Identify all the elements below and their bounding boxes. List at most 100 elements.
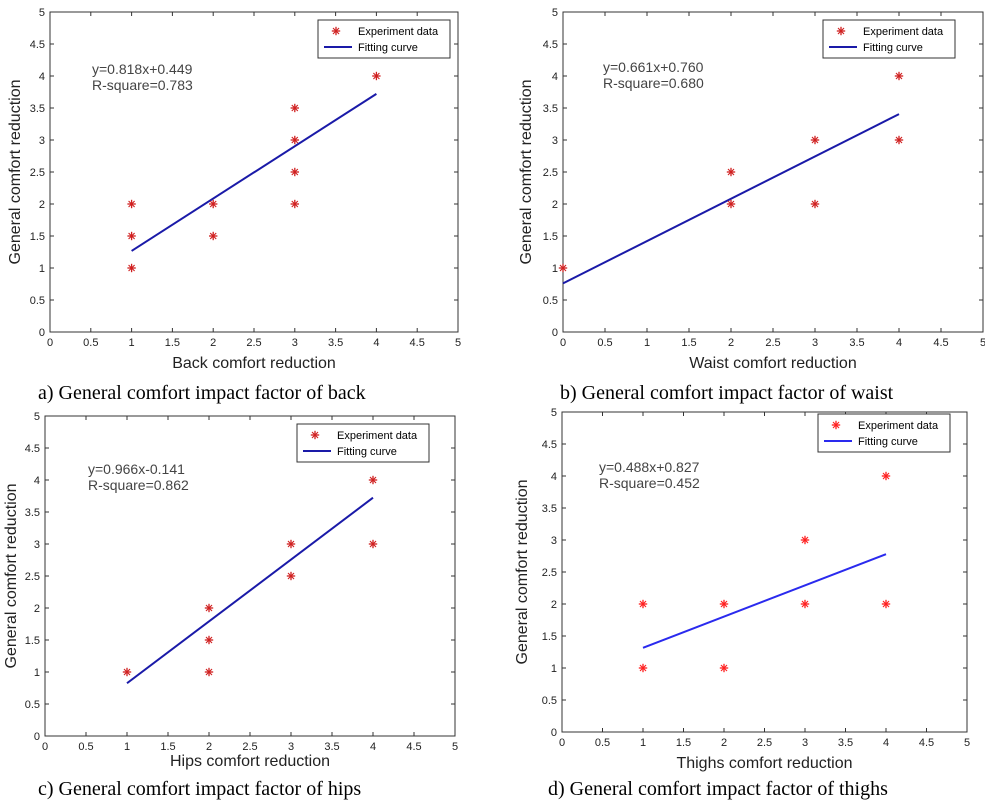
x-axis-label: Back comfort reduction bbox=[172, 355, 336, 372]
data-point bbox=[558, 263, 568, 273]
plot-area bbox=[561, 411, 968, 733]
legend-label-fit: Fitting curve bbox=[358, 42, 418, 54]
x-tick-label: 2 bbox=[206, 741, 212, 753]
data-point bbox=[286, 539, 296, 549]
x-tick-label: 0 bbox=[47, 337, 53, 349]
x-axis-label: Waist comfort reduction bbox=[689, 355, 856, 372]
x-tick-label: 1.5 bbox=[165, 337, 180, 349]
x-tick-label: 0.5 bbox=[83, 337, 98, 349]
data-point bbox=[881, 471, 891, 481]
y-tick-label: 3.5 bbox=[25, 507, 40, 519]
caption-back: a) General comfort impact factor of back bbox=[38, 382, 366, 404]
x-tick-label: 4.5 bbox=[919, 737, 934, 749]
fit-equation: y=0.488x+0.827 bbox=[599, 459, 700, 475]
y-tick-label: 3.5 bbox=[543, 103, 558, 115]
legend-box bbox=[317, 19, 451, 59]
data-point bbox=[719, 599, 729, 609]
chart-svg-hips: 00 0.5 0.5 1 1 1.5 1.5 2 2 2.5 2.5 3 3 3.5 3.5 4 4 4.5 4.5… bbox=[3, 411, 458, 770]
data-point bbox=[204, 667, 214, 677]
y-tick-label: 1.5 bbox=[542, 631, 557, 643]
x-tick-label: 4.5 bbox=[410, 337, 425, 349]
y-tick-label: 2.5 bbox=[30, 167, 45, 179]
data-point bbox=[894, 71, 904, 81]
data-point bbox=[638, 663, 648, 673]
data-point bbox=[127, 199, 136, 209]
x-tick-label: 4.5 bbox=[406, 741, 421, 753]
y-tick-label: 1 bbox=[34, 667, 40, 679]
x-tick-label: 2 bbox=[728, 337, 734, 349]
y-tick-label: 0 bbox=[551, 727, 557, 739]
x-tick-label: 3.5 bbox=[324, 741, 339, 753]
chart-panel-hips: 0 0 0.5 0.5 1 1 1.5 1.5 2 2 2.5 2.5 3 3 3.5 3.5 4 4 4.5 4.5… bbox=[0, 402, 480, 777]
x-tick-label: 5 bbox=[452, 741, 458, 753]
y-tick-label: 4.5 bbox=[25, 443, 40, 455]
x-tick-label: 4 bbox=[896, 337, 902, 349]
y-tick-label: 3 bbox=[39, 135, 45, 147]
x-tick-label: 0.5 bbox=[597, 337, 612, 349]
x-tick-label: 3 bbox=[288, 741, 294, 753]
x-tick-label: 0 bbox=[560, 337, 566, 349]
data-point bbox=[726, 167, 736, 177]
legend-marker bbox=[331, 26, 341, 36]
x-tick-label: 5 bbox=[455, 337, 461, 349]
y-tick-label: 3 bbox=[551, 535, 557, 547]
x-tick-label: 1.5 bbox=[681, 337, 696, 349]
data-point bbox=[368, 475, 378, 485]
y-tick-label: 3.5 bbox=[542, 503, 557, 515]
x-tick-label: 1 bbox=[129, 337, 135, 349]
x-axis-label: Hips comfort reduction bbox=[170, 753, 330, 770]
chart-panel-waist: 0 0 0.5 0.5 1 1 1.5 1.5 2 2 2.5 2.5 3 3 3.5 3.5 4 4 4.5 4.5… bbox=[505, 0, 985, 380]
data-point bbox=[726, 199, 736, 209]
data-point bbox=[638, 599, 648, 609]
fit-equation: y=0.818x+0.449 bbox=[92, 61, 193, 77]
legend-marker bbox=[836, 26, 846, 36]
data-point bbox=[368, 539, 378, 549]
y-tick-label: 4.5 bbox=[30, 39, 45, 51]
legend-label-fit: Fitting curve bbox=[863, 42, 923, 54]
legend-label-data: Experiment data bbox=[858, 420, 939, 432]
x-tick-label: 3 bbox=[292, 337, 298, 349]
data-point bbox=[127, 231, 136, 241]
y-axis-label: General comfort reduction bbox=[514, 480, 531, 665]
x-tick-label: 1 bbox=[644, 337, 650, 349]
y-tick-label: 5 bbox=[551, 407, 557, 419]
caption-waist: b) General comfort impact factor of wais… bbox=[560, 382, 894, 404]
y-tick-label: 2 bbox=[39, 199, 45, 211]
data-point bbox=[127, 263, 136, 273]
y-tick-label: 1 bbox=[551, 663, 557, 675]
caption-thighs: d) General comfort impact factor of thig… bbox=[548, 778, 888, 800]
y-tick-label: 4 bbox=[551, 471, 557, 483]
y-tick-label: 1.5 bbox=[25, 635, 40, 647]
x-tick-label: 0 bbox=[559, 737, 565, 749]
plot-area bbox=[562, 11, 984, 333]
legend-label-data: Experiment data bbox=[863, 26, 944, 38]
x-tick-label: 3 bbox=[812, 337, 818, 349]
y-tick-label: 1.5 bbox=[543, 231, 558, 243]
caption-hips: c) General comfort impact factor of hips bbox=[38, 778, 362, 800]
legend-label-fit: Fitting curve bbox=[858, 436, 918, 448]
x-tick-label: 4 bbox=[883, 737, 889, 749]
data-point bbox=[810, 135, 820, 145]
fit-equation: y=0.661x+0.760 bbox=[603, 59, 704, 75]
plot-area bbox=[44, 415, 456, 737]
fitting-curve bbox=[131, 93, 377, 252]
y-tick-label: 3.5 bbox=[30, 103, 45, 115]
y-tick-label: 3 bbox=[34, 539, 40, 551]
y-tick-label: 5 bbox=[34, 411, 40, 423]
data-point bbox=[290, 199, 299, 209]
y-axis-label: General comfort reduction bbox=[7, 80, 24, 265]
legend: Experiment data Fitting curve bbox=[296, 423, 430, 463]
r-square: R-square=0.452 bbox=[599, 475, 700, 491]
x-tick-label: 5 bbox=[964, 737, 970, 749]
y-tick-label: 0.5 bbox=[542, 695, 557, 707]
legend-box bbox=[296, 423, 430, 463]
chart-svg-thighs: 00 0.5 0.5 1 1 1.5 1.5 2 2 2.5 2.5 3 3 3.5 3.5 4 4 4.5 4.5… bbox=[514, 407, 970, 772]
x-tick-label: 1.5 bbox=[676, 737, 691, 749]
data-point bbox=[894, 135, 904, 145]
data-point bbox=[290, 167, 299, 177]
x-tick-label: 4 bbox=[370, 741, 376, 753]
x-tick-label: 1.5 bbox=[160, 741, 175, 753]
y-tick-label: 1 bbox=[39, 263, 45, 275]
y-tick-label: 5 bbox=[552, 7, 558, 19]
x-tick-label: 3.5 bbox=[328, 337, 343, 349]
